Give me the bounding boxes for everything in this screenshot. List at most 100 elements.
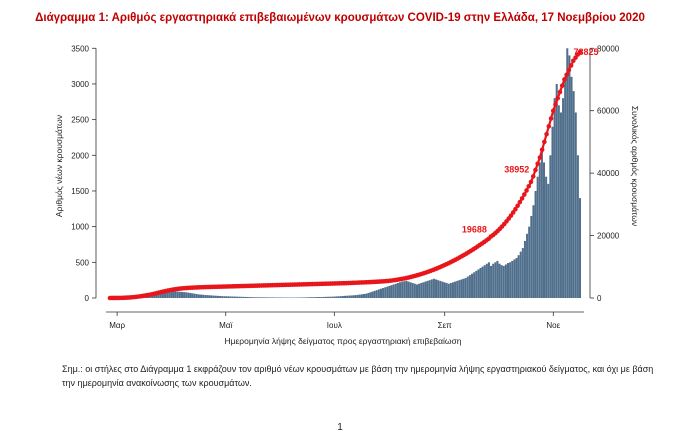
daily-case-bar [193,293,196,298]
daily-case-bar [240,296,243,298]
daily-case-bar [360,294,363,298]
daily-case-bar [183,292,186,298]
daily-case-bar [379,288,382,298]
daily-case-bar [462,278,465,298]
daily-case-bar [301,297,304,298]
daily-case-bar [409,282,412,298]
cumulative-annotation: 38952 [504,164,529,174]
daily-case-bar [572,91,575,298]
daily-case-bar [206,295,209,298]
daily-case-bar [475,270,478,298]
daily-case-bar [305,297,308,298]
daily-case-bar [460,279,463,298]
cumulative-point [564,72,569,78]
daily-case-bar [221,296,224,298]
daily-case-bar [331,296,334,298]
daily-case-bar [352,295,355,298]
daily-case-bar [219,296,222,298]
daily-case-bar [172,291,175,298]
daily-case-bar [534,190,537,298]
daily-case-bar [392,284,395,298]
x-tick-label: Μαρ [109,321,125,330]
daily-case-bar [504,264,507,298]
daily-case-bar [411,283,414,298]
daily-case-bar [483,265,486,298]
daily-case-bar [498,263,501,298]
cumulative-annotation: 19688 [462,225,487,235]
daily-case-bar [388,285,391,298]
cumulative-line-path [109,51,581,300]
daily-case-bar [449,283,452,298]
chart-title: Διάγραμμα 1: Αριθμός εργαστηριακά επιβεβ… [35,12,645,24]
daily-case-bar [454,281,457,298]
daily-case-bar [161,291,164,298]
daily-case-bar [566,48,569,299]
daily-case-bar [327,296,330,298]
cumulative-annotations: 19688 38952 78825 [462,47,599,235]
cumulative-cases-line [107,49,583,301]
daily-case-bar [164,291,167,298]
y-tick-label: 2500 [71,116,89,125]
daily-case-bar [248,297,251,298]
daily-case-bar [543,162,546,298]
daily-case-bar [174,291,177,298]
daily-case-bar [210,295,213,298]
daily-case-bar [382,288,385,298]
cumulative-point [539,147,545,153]
cumulative-point [550,108,556,114]
daily-case-bar [303,297,306,298]
daily-case-bar [532,205,535,298]
daily-case-bar [464,278,467,298]
daily-case-bar [568,55,571,299]
daily-case-bar [363,294,366,298]
cumulative-point [542,139,547,145]
daily-case-bar [168,291,171,298]
daily-case-bar [432,278,435,298]
daily-case-bar [227,296,230,298]
daily-case-bar [428,280,431,298]
daily-case-bar [255,297,258,298]
daily-case-bar [536,176,539,298]
daily-case-bar [473,272,476,298]
cumulative-annotation: 78825 [573,47,598,57]
daily-case-bar [343,295,347,298]
daily-case-bar [430,279,433,298]
daily-case-bar [403,281,406,298]
daily-case-bar [320,297,323,298]
daily-case-bar [386,286,389,298]
daily-case-bar [214,295,217,298]
daily-case-bar [310,297,313,298]
daily-case-bar [418,283,421,298]
daily-case-bar [564,76,567,298]
y-tick-label: 3500 [71,44,89,53]
daily-case-bar [578,198,582,298]
daily-case-bar [216,295,219,298]
daily-case-bar [413,283,416,298]
daily-case-bar [426,280,429,298]
daily-case-bar [481,266,484,298]
x-axis-label: Ημερομηνία λήψης δείγματος προς εργαστηρ… [224,336,461,346]
cumulative-point [577,49,583,55]
daily-case-bar [197,294,200,298]
daily-case-bar [312,297,315,298]
cumulative-point [562,77,567,82]
y-tick-label: 1000 [71,223,89,232]
daily-case-bar [246,297,249,298]
daily-case-bar [225,296,228,298]
daily-case-bar [191,293,194,298]
cumulative-point [566,67,572,73]
daily-case-bar [547,183,550,298]
daily-case-bar [468,275,471,298]
daily-case-bar [407,281,410,298]
cumulative-point [568,63,574,68]
x-tick-label: Νοε [546,321,560,330]
daily-case-bar [562,98,565,298]
daily-case-bar [553,98,556,298]
daily-case-bar [437,280,440,298]
daily-case-bar [238,296,241,298]
cumulative-point [559,83,565,89]
cumulative-point [557,89,563,95]
daily-case-bar [242,296,245,298]
daily-case-bar [487,262,490,298]
daily-case-bar [551,126,554,298]
